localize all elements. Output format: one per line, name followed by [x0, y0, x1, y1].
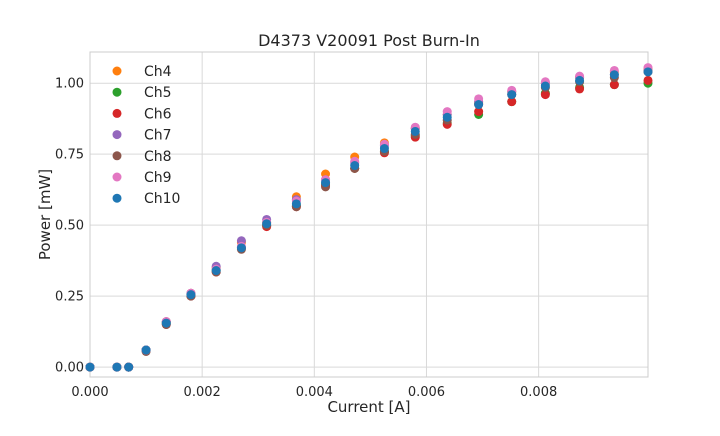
- data-point: [186, 290, 196, 300]
- chart-title: D4373 V20091 Post Burn-In: [258, 31, 480, 50]
- data-point: [85, 362, 95, 372]
- data-point: [507, 90, 517, 100]
- legend-item: Ch7: [112, 128, 172, 144]
- data-point: [211, 266, 221, 276]
- y-tick-label: 0.75: [55, 148, 84, 163]
- legend-label: Ch8: [144, 149, 172, 165]
- y-axis-ticks: 0.00 0.25 0.50 0.75 1.00: [55, 77, 84, 376]
- legend-marker: [112, 108, 122, 118]
- grid: [89, 52, 648, 377]
- data-point: [236, 243, 246, 253]
- legend-label: Ch4: [144, 64, 172, 80]
- legend-label: Ch10: [144, 191, 180, 207]
- x-axis-ticks: 0.000 0.002 0.004 0.006 0.008: [71, 385, 557, 400]
- y-tick-label: 0.50: [55, 219, 84, 234]
- x-tick-label: 0.004: [296, 385, 333, 400]
- data-point: [643, 67, 653, 77]
- y-tick-label: 0.25: [55, 290, 84, 305]
- data-point: [540, 90, 550, 100]
- legend-marker: [112, 87, 122, 97]
- x-axis-label: Current [A]: [327, 398, 410, 416]
- legend-item: Ch4: [112, 64, 172, 80]
- data-point: [291, 199, 301, 209]
- x-tick-label: 0.002: [184, 385, 221, 400]
- x-tick-label: 0.006: [408, 385, 445, 400]
- y-tick-label: 0.00: [55, 361, 84, 376]
- data-point: [262, 219, 272, 229]
- series-ch10: [85, 67, 653, 372]
- legend-item: Ch6: [112, 106, 172, 122]
- legend-marker: [112, 193, 122, 203]
- data-point: [609, 70, 619, 80]
- data-point: [609, 80, 619, 90]
- legend-item: Ch5: [112, 85, 172, 101]
- data-point: [350, 161, 360, 171]
- data-point: [141, 345, 151, 355]
- legend-item: Ch8: [112, 149, 172, 165]
- legend-label: Ch5: [144, 85, 172, 101]
- legend-marker: [112, 172, 122, 182]
- data-point: [321, 178, 331, 188]
- legend-marker: [112, 66, 122, 76]
- legend-item: Ch9: [112, 170, 172, 186]
- legend-label: Ch7: [144, 128, 172, 144]
- data-point: [643, 75, 653, 85]
- y-tick-label: 1.00: [55, 77, 84, 92]
- legend-marker: [112, 151, 122, 161]
- data-point: [112, 362, 122, 372]
- legend-item: Ch10: [112, 191, 180, 207]
- data-point: [507, 97, 517, 107]
- x-tick-label: 0.008: [520, 385, 557, 400]
- data-point: [474, 107, 484, 117]
- x-tick-label: 0.000: [71, 385, 108, 400]
- legend-label: Ch9: [144, 170, 172, 186]
- legend-marker: [112, 130, 122, 140]
- data-point: [575, 75, 585, 85]
- legend-label: Ch6: [144, 106, 172, 122]
- data-point: [540, 81, 550, 91]
- y-axis-label: Power [mW]: [36, 169, 54, 260]
- data-points: [85, 63, 653, 372]
- plot-area-frame: [89, 51, 649, 378]
- data-point: [161, 318, 171, 328]
- data-point: [410, 126, 420, 136]
- data-point: [442, 112, 452, 122]
- data-point: [124, 362, 134, 372]
- data-point: [474, 100, 484, 110]
- legend: Ch4 Ch5 Ch6 Ch7 Ch8 Ch9 Ch10: [112, 64, 180, 207]
- data-point: [379, 144, 389, 154]
- data-point: [575, 84, 585, 94]
